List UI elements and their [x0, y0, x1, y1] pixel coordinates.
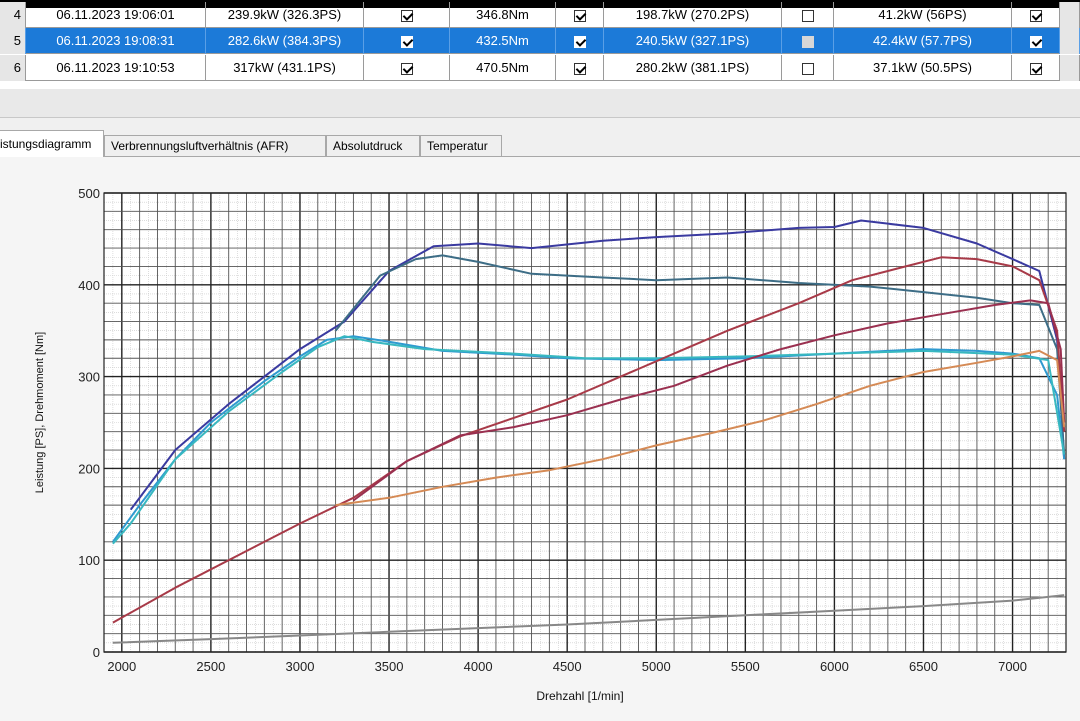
x-tick-label: 7000	[998, 659, 1027, 674]
table-cell-loss: 41.2kW (56PS)	[834, 2, 1012, 28]
x-tick-label: 3000	[286, 659, 315, 674]
table-cell-power: 282.6kW (384.3PS)	[206, 28, 364, 54]
row-checkbox[interactable]	[1029, 35, 1042, 48]
x-tick-label: 4000	[464, 659, 493, 674]
checkbox-cell	[556, 55, 604, 81]
y-tick-label: 300	[78, 370, 100, 385]
tab-3[interactable]: Temperatur	[420, 135, 502, 156]
tab-1[interactable]: Verbrennungsluftverhältnis (AFR)	[104, 135, 326, 156]
row-checkbox[interactable]	[1029, 62, 1042, 75]
row-checkbox[interactable]	[400, 35, 413, 48]
table-cell-loss: 37.1kW (50.5PS)	[834, 55, 1012, 81]
row-index: 6	[0, 55, 26, 81]
row-checkbox[interactable]	[573, 35, 586, 48]
row-checkbox[interactable]	[801, 62, 814, 75]
checkbox-cell	[364, 2, 450, 28]
table-cell-torque: 432.5Nm	[450, 28, 556, 54]
checkbox-cell	[1012, 2, 1060, 28]
row-checkbox[interactable]	[400, 62, 413, 75]
x-tick-label: 6500	[909, 659, 938, 674]
x-tick-label: 4500	[553, 659, 582, 674]
series-line-1	[334, 254, 1066, 455]
row-edge	[1060, 28, 1080, 54]
table-cell-date: 06.11.2023 19:08:31	[26, 28, 206, 54]
series-line-4	[112, 256, 1066, 624]
table-row[interactable]: 6 06.11.2023 19:10:53 317kW (431.1PS) 470.5…	[0, 55, 1080, 81]
table-cell-torque: 346.8Nm	[450, 2, 556, 28]
plot-frame	[103, 192, 1067, 653]
chart-panel: 2000 2500 3000 3500 4000 4500 5000 5500 6000 6500…	[0, 156, 1080, 721]
row-index: 4	[0, 2, 26, 28]
x-tick-label: 6000	[820, 659, 849, 674]
y-tick-label: 400	[78, 278, 100, 293]
table-cell-wheel: 240.5kW (327.1PS)	[604, 28, 782, 54]
table-cell-power: 239.9kW (326.3PS)	[206, 2, 364, 28]
x-tick-label: 5000	[642, 659, 671, 674]
series-line-6	[335, 349, 1066, 507]
table-row[interactable]: 5 06.11.2023 19:08:31 282.6kW (384.3PS) 432…	[0, 28, 1080, 54]
table-cell-date: 06.11.2023 19:06:01	[26, 2, 206, 28]
checkbox-cell	[1012, 28, 1060, 54]
series-line-5	[352, 299, 1066, 502]
x-axis-label: Drehzahl [1/min]	[536, 689, 623, 703]
series-line-0	[129, 219, 1066, 511]
power-chart: 2000 2500 3000 3500 4000 4500 5000 5500 6000 6500…	[34, 186, 1067, 703]
table-cell-torque: 470.5Nm	[450, 55, 556, 81]
row-checkbox[interactable]	[573, 9, 586, 22]
row-checkbox[interactable]	[573, 62, 586, 75]
row-checkbox[interactable]	[1029, 9, 1042, 22]
table-cell-loss: 42.4kW (57.7PS)	[834, 28, 1012, 54]
checkbox-cell	[556, 2, 604, 28]
x-tick-label: 5500	[731, 659, 760, 674]
y-tick-label: 500	[78, 186, 100, 201]
row-checkbox[interactable]	[801, 35, 814, 48]
tab-0[interactable]: istungsdiagramm	[0, 130, 104, 157]
row-index: 5	[0, 28, 26, 54]
checkbox-cell	[364, 28, 450, 54]
row-edge	[1060, 2, 1080, 28]
y-tick-label: 0	[93, 645, 100, 660]
table-cell-wheel: 198.7kW (270.2PS)	[604, 2, 782, 28]
window-top-edge	[0, 0, 1080, 8]
y-tick-label: 100	[78, 553, 100, 568]
checkbox-cell	[364, 55, 450, 81]
table-row[interactable]: 4 06.11.2023 19:06:01 239.9kW (326.3PS) 346…	[0, 2, 1080, 28]
x-tick-label: 2500	[196, 659, 225, 674]
x-tick-label: 3500	[375, 659, 404, 674]
series-line-3	[112, 335, 1066, 545]
results-table[interactable]: 4 06.11.2023 19:06:01 239.9kW (326.3PS) 346…	[0, 2, 1080, 89]
checkbox-cell	[556, 28, 604, 54]
row-edge	[1060, 55, 1080, 81]
table-cell-power: 317kW (431.1PS)	[206, 55, 364, 81]
table-cell-wheel: 280.2kW (381.1PS)	[604, 55, 782, 81]
row-checkbox[interactable]	[801, 9, 814, 22]
table-footer-area	[0, 89, 1080, 118]
series-line-7	[112, 594, 1065, 644]
checkbox-cell	[1012, 55, 1060, 81]
checkbox-cell	[782, 55, 834, 81]
x-tick-label: 2000	[107, 659, 136, 674]
table-cell-date: 06.11.2023 19:10:53	[26, 55, 206, 81]
checkbox-cell	[782, 28, 834, 54]
row-checkbox[interactable]	[400, 9, 413, 22]
checkbox-cell	[782, 2, 834, 28]
y-axis-label: Leistung [PS], Drehmoment [Nm]	[34, 332, 46, 493]
y-tick-label: 200	[78, 461, 100, 476]
tab-2[interactable]: Absolutdruck	[326, 135, 420, 156]
